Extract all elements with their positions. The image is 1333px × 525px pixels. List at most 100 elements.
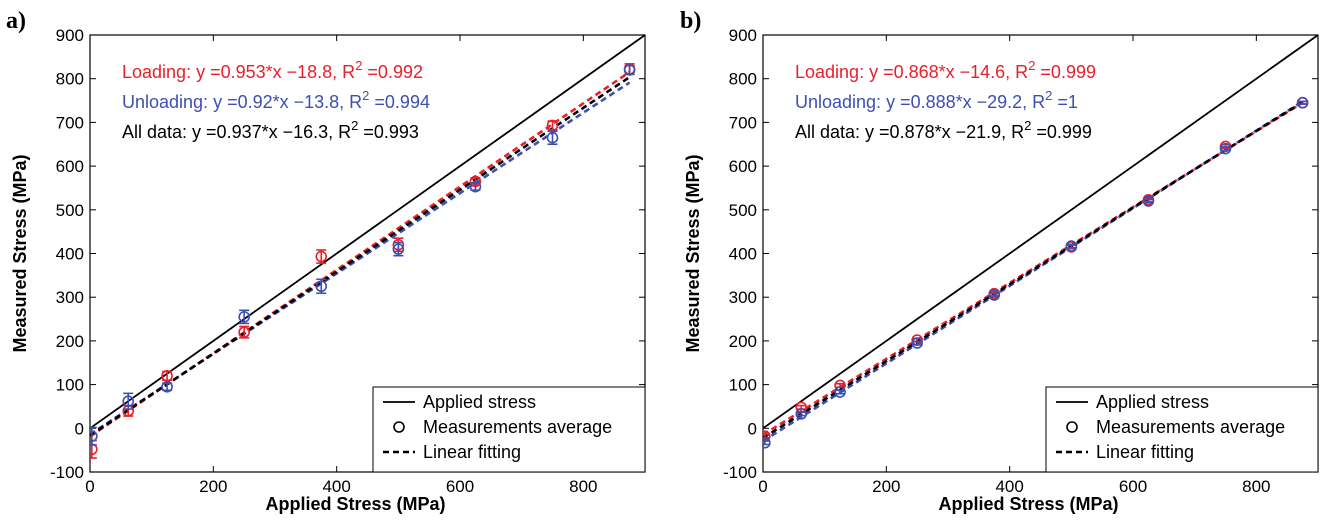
data-point	[623, 64, 636, 76]
y-tick-label: 100	[56, 376, 84, 395]
data-point	[1065, 240, 1078, 252]
y-tick-label: 0	[75, 419, 84, 438]
data-point	[795, 408, 808, 420]
y-tick-label: -100	[723, 463, 757, 482]
y-tick-label: 400	[56, 245, 84, 264]
y-tick-label: 600	[56, 157, 84, 176]
fit-line-1	[90, 81, 631, 436]
fit-equation: Loading: y =0.868*x −14.6, R2 =0.999	[795, 58, 1096, 82]
data-point	[315, 280, 328, 293]
equation-prefix: Loading: y =0.953*x −18.8, R	[122, 62, 355, 82]
data-point	[90, 430, 98, 442]
y-tick-label: 700	[729, 113, 757, 132]
x-tick-label: 200	[199, 477, 227, 496]
y-axis-title: Measured Stress (MPa)	[683, 154, 703, 352]
fit-line-2	[763, 101, 1304, 439]
y-tick-label: 200	[729, 332, 757, 351]
data-point	[469, 180, 482, 193]
fit-line-0	[90, 71, 631, 438]
applied-stress-line	[90, 35, 645, 430]
x-tick-label: 400	[995, 477, 1023, 496]
fit-equation: Unloading: y =0.888*x −29.2, R2 =1	[795, 88, 1078, 112]
fit-equation: Unloading: y =0.92*x −13.8, R2 =0.994	[122, 88, 430, 112]
legend-entry: Linear fitting	[423, 442, 521, 462]
y-tick-label: 800	[729, 70, 757, 89]
plot-area	[763, 35, 1318, 449]
y-tick-label: 200	[56, 332, 84, 351]
panel-label: a)	[6, 8, 26, 34]
legend-marker	[393, 421, 405, 433]
x-tick-label: 600	[1119, 477, 1147, 496]
data-point	[988, 289, 1001, 301]
fit-equation: Loading: y =0.953*x −18.8, R2 =0.992	[122, 58, 423, 82]
equation-prefix: Loading: y =0.868*x −14.6, R	[795, 62, 1028, 82]
y-tick-label: 400	[729, 245, 757, 264]
x-axis-title: Applied Stress (MPa)	[265, 494, 445, 514]
y-tick-label: 0	[748, 419, 757, 438]
legend: Applied stress Measurements average Linear…	[1045, 386, 1319, 473]
panel-label: b)	[680, 8, 701, 34]
legend-entry: Measurements average	[1096, 417, 1285, 437]
data-point	[1296, 96, 1309, 109]
data-point	[911, 337, 923, 349]
y-tick-label: 600	[729, 157, 757, 176]
panel-a: a)0 200 400 600 800-100010020030040050060070…	[6, 8, 646, 514]
legend-box	[1045, 386, 1319, 473]
fit-equation: All data: y =0.937*x −16.3, R2 =0.993	[122, 118, 419, 142]
y-tick-label: 300	[56, 288, 84, 307]
equation-suffix: =0.999	[1031, 122, 1092, 142]
data-point	[161, 380, 173, 393]
legend-entry: Linear fitting	[1096, 442, 1194, 462]
y-tick-label: 800	[56, 70, 84, 89]
fit-line-0	[763, 101, 1304, 436]
legend-box	[372, 386, 646, 473]
equation-prefix: Unloading: y =0.888*x −29.2, R	[795, 92, 1045, 112]
x-tick-label: 600	[446, 477, 474, 496]
equation-superscript: 2	[362, 88, 369, 103]
x-tick-label: 0	[85, 477, 94, 496]
equation-suffix: =1	[1052, 92, 1078, 112]
x-tick-label: 0	[758, 477, 767, 496]
applied-stress-line	[763, 35, 1318, 430]
y-tick-label: 300	[729, 288, 757, 307]
plot-area	[90, 35, 645, 459]
equation-superscript: 2	[1028, 58, 1035, 73]
equation-prefix: All data: y =0.878*x −21.9, R	[795, 122, 1024, 142]
legend-entry: Measurements average	[423, 417, 612, 437]
x-tick-label: 400	[322, 477, 350, 496]
equation-superscript: 2	[351, 118, 358, 133]
legend: Applied stress Measurements average Linear…	[372, 386, 646, 473]
y-tick-label: 500	[56, 201, 84, 220]
y-axis-title: Measured Stress (MPa)	[10, 154, 30, 352]
data-point	[122, 395, 135, 408]
x-axis-title: Applied Stress (MPa)	[938, 494, 1118, 514]
fit-equation: All data: y =0.878*x −21.9, R2 =0.999	[795, 118, 1092, 142]
y-tick-label: 100	[729, 376, 757, 395]
legend-entry: Applied stress	[423, 392, 536, 412]
data-point	[1219, 142, 1232, 155]
data-point	[315, 250, 328, 263]
x-tick-label: 800	[569, 477, 597, 496]
equation-superscript: 2	[355, 58, 362, 73]
equation-prefix: All data: y =0.937*x −16.3, R	[122, 122, 351, 142]
data-point	[1142, 195, 1155, 207]
y-tick-label: 900	[56, 26, 84, 45]
fit-line-1	[763, 100, 1304, 443]
equation-suffix: =0.992	[362, 62, 423, 82]
equation-superscript: 2	[1024, 118, 1031, 133]
data-point	[392, 243, 405, 255]
equation-prefix: Unloading: y =0.92*x −13.8, R	[122, 92, 362, 112]
equation-suffix: =0.994	[369, 92, 430, 112]
data-point	[238, 311, 250, 323]
legend-marker	[1066, 421, 1078, 433]
panel-b: b)0 200 400 600 800-100010020030040050060070…	[680, 8, 1319, 514]
data-point	[834, 386, 846, 398]
y-tick-label: 900	[729, 26, 757, 45]
fit-line-2	[90, 76, 631, 437]
x-tick-label: 800	[1242, 477, 1270, 496]
data-point	[763, 436, 771, 449]
y-tick-label: -100	[50, 463, 84, 482]
equation-superscript: 2	[1045, 88, 1052, 103]
equation-suffix: =0.993	[358, 122, 419, 142]
